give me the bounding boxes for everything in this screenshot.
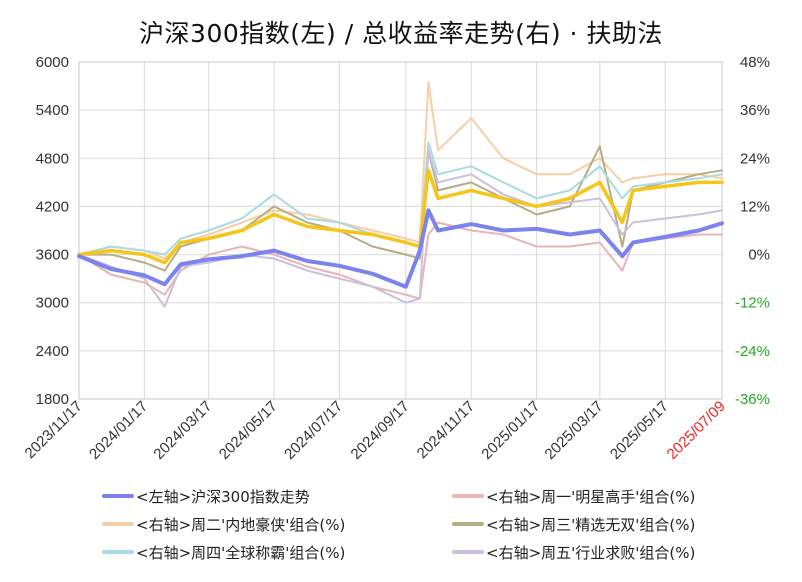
legend-label: <右轴>周一'明星高手'组合(%) (486, 488, 695, 506)
series-line-3 (78, 145, 723, 272)
x-tick-label: 2025/03/17 (542, 398, 607, 463)
x-tick-label: 2024/07/17 (281, 398, 346, 463)
legend-label: <右轴>周四'全球称霸'组合(%) (136, 544, 345, 562)
right-tick-label: 12% (740, 198, 770, 215)
x-tick-label: 2024/03/17 (150, 398, 215, 463)
left-tick-label: 2400 (36, 343, 69, 360)
right-tick-label: -36% (735, 391, 770, 408)
chart-title: 沪深300指数(左) / 总收益率走势(右) · 扶助法 (139, 19, 663, 48)
x-tick-label: 2025/01/17 (478, 398, 543, 463)
right-tick-label: 36% (740, 102, 770, 119)
legend-label: <右轴>周二'内地豪侠'组合(%) (136, 516, 345, 534)
series-layer (77, 81, 724, 308)
right-tick-label: -12% (735, 295, 770, 312)
legend-label: <右轴>周三'精选无双'组合(%) (486, 516, 695, 534)
legend-layer: <左轴>沪深300指数走势 <右轴>周一'明星高手'组合(%) <右轴>周二'内地豪… (102, 488, 695, 562)
right-tick-label: 48% (740, 54, 770, 71)
x-tick-label: 2024/01/17 (86, 398, 151, 463)
left-tick-label: 6000 (36, 54, 69, 71)
right-tick-label: 0% (748, 247, 770, 264)
legend-label: <左轴>沪深300指数走势 (136, 488, 310, 506)
axis-layer: 6000 5400 4800 4200 3600 3000 2400 1800 48% 36% 24… (22, 54, 770, 463)
right-tick-label: 24% (740, 150, 770, 167)
left-tick-label: 3000 (36, 295, 69, 312)
legend-label: <右轴>周五'行业求败'组合(%) (486, 544, 695, 562)
x-tick-label: 2025/07/09 (664, 398, 729, 463)
left-tick-label: 5400 (36, 102, 69, 119)
x-tick-label: 2024/11/17 (414, 398, 478, 462)
x-tick-label: 2024/09/17 (348, 398, 413, 463)
series-line-6 (77, 168, 724, 265)
left-tick-label: 1800 (36, 391, 69, 408)
right-tick-label: -24% (735, 343, 770, 360)
plot-border (78, 61, 723, 400)
x-tick-label: 2025/05/17 (607, 398, 672, 463)
left-tick-label: 4200 (36, 198, 69, 215)
left-tick-label: 3600 (36, 247, 69, 264)
series-line-0 (77, 208, 724, 289)
x-tick-label: 2024/05/17 (216, 398, 281, 463)
left-tick-label: 4800 (36, 150, 69, 167)
